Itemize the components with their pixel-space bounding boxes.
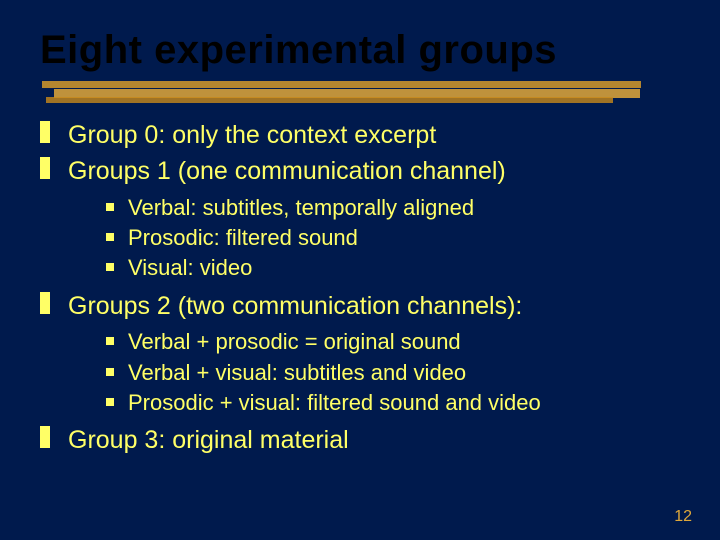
sub-bullet-text: Prosodic: filtered sound <box>128 225 358 250</box>
sub-bullet-text: Visual: video <box>128 255 252 280</box>
bullet-text: Groups 1 (one communication channel) <box>68 157 506 185</box>
sub-bullet-list: Verbal + prosodic = original sound Verba… <box>68 327 680 418</box>
sub-bullet-text: Verbal + visual: subtitles and video <box>128 360 466 385</box>
sub-bullet-text: Verbal: subtitles, temporally aligned <box>128 195 474 220</box>
bullet-item: Groups 2 (two communication channels): V… <box>40 290 680 419</box>
sub-bullet-item: Verbal: subtitles, temporally aligned <box>106 193 680 223</box>
underline-stroke <box>46 97 613 103</box>
sub-bullet-item: Visual: video <box>106 253 680 283</box>
slide: Eight experimental groups Group 0: only … <box>0 0 720 540</box>
underline-stroke <box>42 81 641 88</box>
sub-bullet-text: Prosodic + visual: filtered sound and vi… <box>128 390 541 415</box>
page-number: 12 <box>674 508 692 526</box>
slide-title: Eight experimental groups <box>40 28 680 73</box>
sub-bullet-item: Verbal + prosodic = original sound <box>106 327 680 357</box>
bullet-text: Groups 2 (two communication channels): <box>68 292 522 320</box>
bullet-list: Group 0: only the context excerpt Groups… <box>40 119 680 458</box>
sub-bullet-item: Verbal + visual: subtitles and video <box>106 358 680 388</box>
bullet-text: Group 0: only the context excerpt <box>68 121 436 149</box>
sub-bullet-list: Verbal: subtitles, temporally aligned Pr… <box>68 193 680 284</box>
sub-bullet-text: Verbal + prosodic = original sound <box>128 329 461 354</box>
bullet-text: Group 3: original material <box>68 426 349 454</box>
bullet-item: Group 3: original material <box>40 424 680 458</box>
title-underline <box>42 79 672 109</box>
bullet-item: Group 0: only the context excerpt <box>40 119 680 153</box>
sub-bullet-item: Prosodic: filtered sound <box>106 223 680 253</box>
bullet-item: Groups 1 (one communication channel) Ver… <box>40 155 680 284</box>
sub-bullet-item: Prosodic + visual: filtered sound and vi… <box>106 388 680 418</box>
